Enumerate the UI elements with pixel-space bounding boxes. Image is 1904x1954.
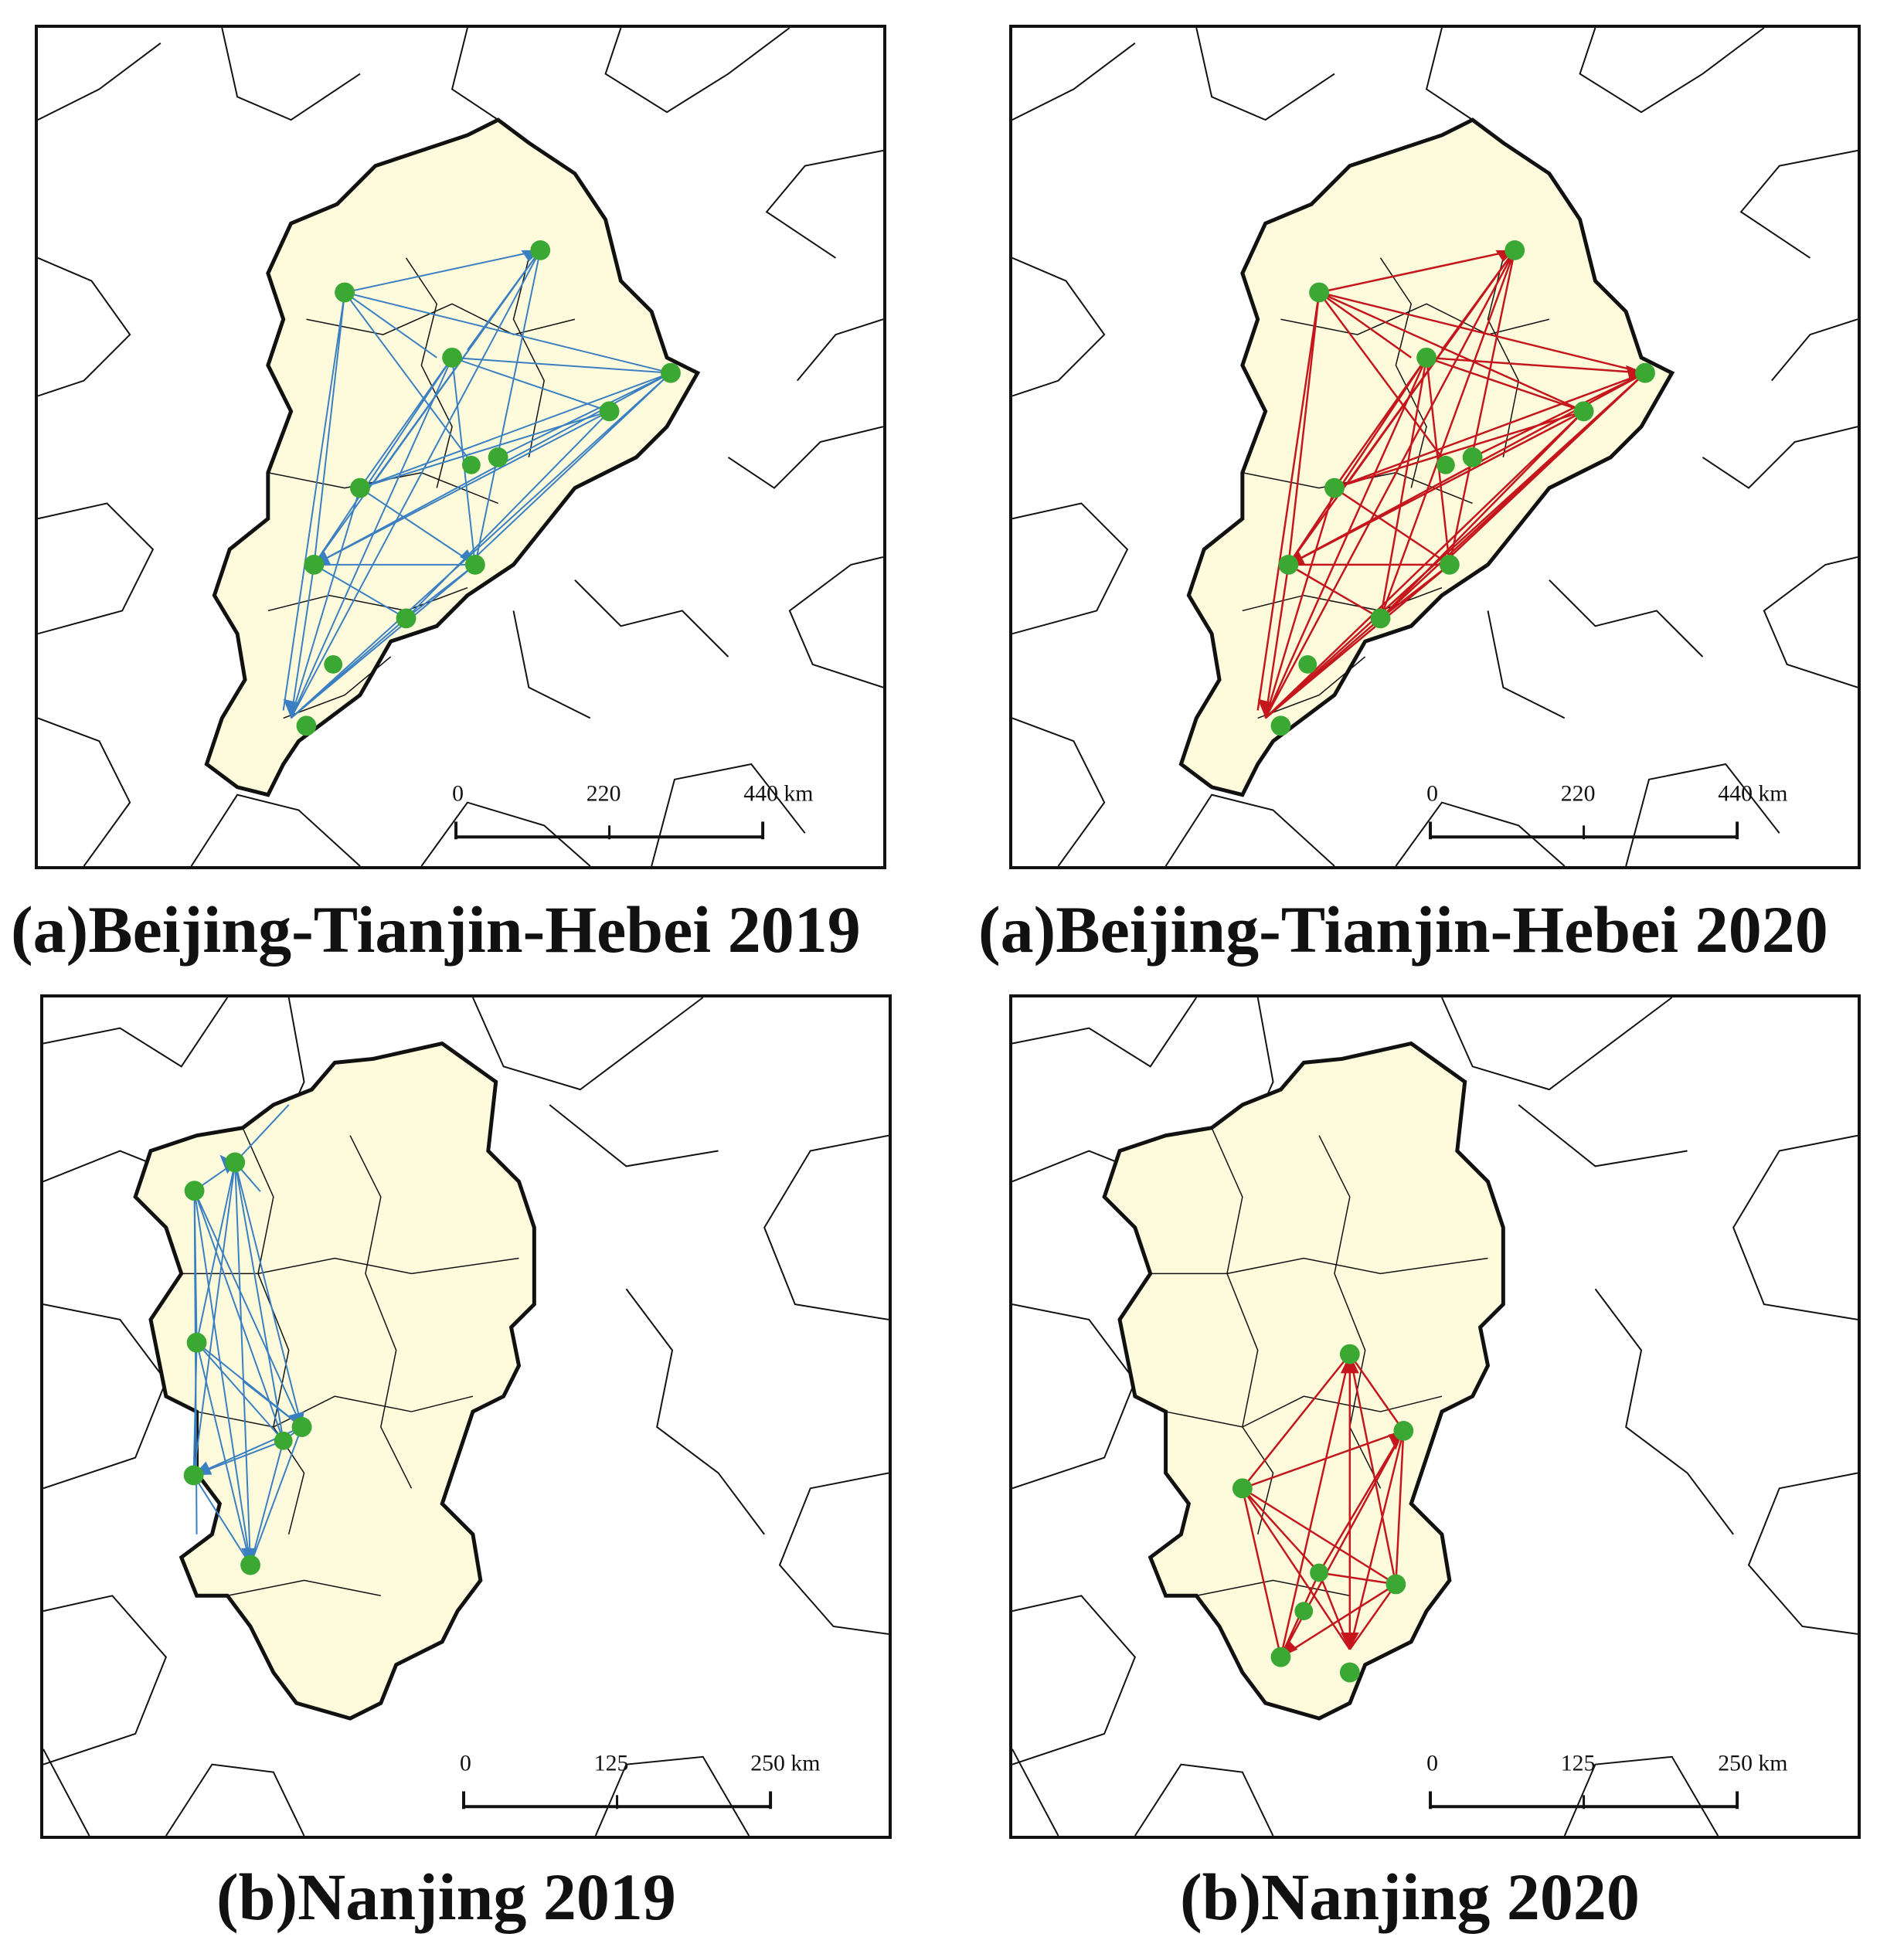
node-qinhuangdao	[661, 362, 681, 383]
node-beijing	[1416, 347, 1436, 368]
internal-boundaries	[1150, 1127, 1488, 1597]
region-outline	[1178, 117, 1675, 797]
node-shijiazhuang	[1278, 554, 1299, 575]
region-outline	[204, 117, 701, 797]
node-7	[1270, 1646, 1291, 1667]
node-hengshui	[1370, 608, 1391, 629]
flow-arrows	[282, 249, 672, 719]
node-4	[291, 1416, 312, 1437]
node-zhangjiakou	[1309, 282, 1330, 303]
node-2	[1393, 1420, 1414, 1441]
map-panel-bth-2020: 0 220 440 km	[1009, 25, 1861, 869]
node-baoding	[350, 477, 370, 498]
node-7	[183, 1465, 204, 1486]
scale-bar: 0 220 440 km	[452, 781, 813, 840]
node-zhangjiakou	[335, 282, 355, 303]
flow-arrows	[1241, 1353, 1405, 1658]
map-svg: 0 220 440 km	[1012, 28, 1858, 866]
node-3	[184, 1181, 205, 1201]
node-1	[225, 1152, 246, 1173]
scale-bar: 0 125 250 km	[1426, 1751, 1787, 1810]
background-boundaries	[38, 28, 883, 866]
scale-tick-mid: 220	[586, 781, 621, 807]
node-hengshui	[396, 608, 416, 629]
scale-tick-0: 0	[460, 1751, 471, 1776]
scale-tick-mid: 125	[1561, 1751, 1596, 1776]
node-5	[1310, 1563, 1329, 1582]
scale-tick-max: 250 km	[1718, 1751, 1787, 1776]
map-panel-nanjing-2019: 0 125 250 km	[40, 994, 892, 1839]
node-5	[274, 1431, 293, 1450]
city-nodes	[1270, 240, 1655, 736]
node-langfang	[461, 455, 481, 474]
node-6	[1294, 1602, 1314, 1621]
node-3	[1232, 1478, 1253, 1499]
node-tianjin	[1462, 447, 1483, 467]
city-nodes	[296, 240, 681, 736]
node-shijiazhuang	[304, 554, 325, 575]
map-svg: 0 125 250 km	[1012, 997, 1858, 1836]
node-handan	[1270, 715, 1291, 736]
caption-bth-2019: (a)Beijing-Tianjin-Hebei 2019	[11, 892, 861, 967]
scale-tick-max: 440 km	[743, 781, 813, 807]
city-nodes	[183, 1152, 312, 1575]
city-nodes	[1232, 1344, 1414, 1683]
scale-tick-max: 250 km	[750, 1751, 820, 1776]
node-xingtai	[324, 655, 343, 674]
scale-tick-max: 440 km	[1718, 781, 1787, 807]
map-svg: 0 220 440 km	[38, 28, 883, 866]
node-8	[1339, 1662, 1360, 1683]
caption-nanjing-2020: (b)Nanjing 2020	[1180, 1860, 1640, 1934]
node-4	[1386, 1574, 1406, 1595]
node-tangshan	[599, 401, 620, 422]
background-boundaries	[1012, 28, 1858, 866]
node-handan	[296, 715, 317, 736]
internal-boundaries	[181, 1127, 519, 1597]
node-cangzhou	[1439, 554, 1460, 575]
caption-nanjing-2019: (b)Nanjing 2019	[216, 1860, 676, 1934]
node-xingtai	[1298, 655, 1318, 674]
node-tianjin	[488, 447, 508, 467]
map-panel-bth-2019: 0 220 440 km	[35, 25, 886, 869]
scale-tick-mid: 220	[1561, 781, 1596, 807]
flow-arrows	[192, 1104, 303, 1566]
scale-bar: 0 220 440 km	[1426, 781, 1787, 840]
node-chengde	[1504, 240, 1525, 260]
node-langfang	[1436, 455, 1455, 474]
map-svg: 0 125 250 km	[43, 997, 889, 1836]
node-tangshan	[1573, 401, 1594, 422]
region-outline	[133, 1041, 536, 1721]
scale-tick-0: 0	[452, 781, 464, 807]
map-panel-nanjing-2020: 0 125 250 km	[1009, 994, 1861, 1839]
scale-tick-0: 0	[1426, 1751, 1438, 1776]
region-outline	[1102, 1041, 1505, 1721]
scale-tick-0: 0	[1426, 781, 1438, 807]
node-beijing	[442, 347, 462, 368]
node-cangzhou	[464, 554, 485, 575]
node-baoding	[1324, 477, 1345, 498]
caption-bth-2020: (a)Beijing-Tianjin-Hebei 2020	[978, 892, 1828, 967]
node-chengde	[530, 240, 551, 260]
node-8	[240, 1555, 260, 1575]
scale-bar: 0 125 250 km	[460, 1751, 820, 1810]
scale-tick-mid: 125	[594, 1751, 629, 1776]
node-qinhuangdao	[1635, 362, 1655, 383]
node-1	[1339, 1344, 1360, 1364]
node-6	[186, 1332, 207, 1353]
